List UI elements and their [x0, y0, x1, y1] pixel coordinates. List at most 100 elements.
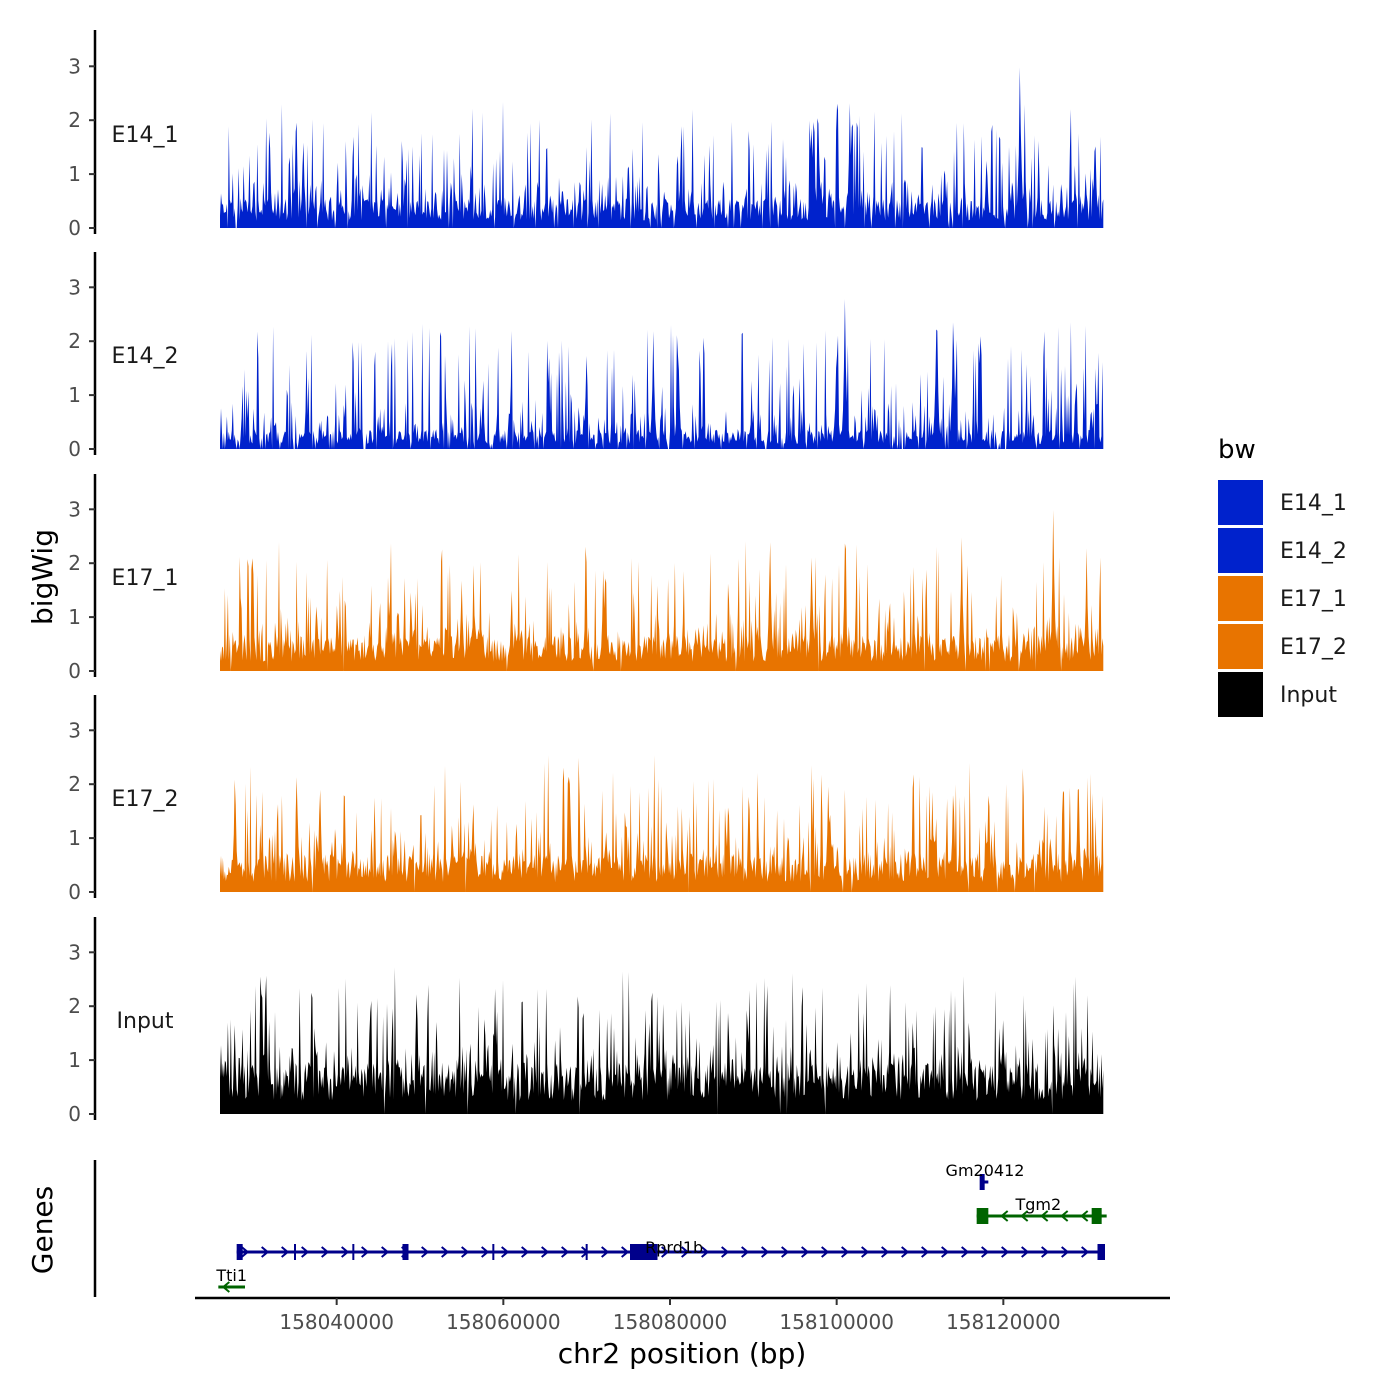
strand-chevron [421, 1246, 430, 1258]
genes-panel: Tti1 Rprd1b Tgm2 Gm20412 [93, 1160, 1107, 1297]
legend-label: E14_2 [1280, 539, 1347, 564]
y-tick-label: 3 [68, 497, 81, 521]
exon [402, 1244, 409, 1260]
track-label: Input [117, 1009, 174, 1034]
strand-chevron [741, 1246, 750, 1258]
legend-label: Input [1280, 683, 1337, 708]
strand-chevron [361, 1246, 370, 1258]
legend-title: bw [1218, 435, 1256, 465]
track-Input: 0 1 2 3 Input [68, 917, 1104, 1126]
signal-area-E17_1 [220, 510, 1104, 671]
strand-chevron [1001, 1246, 1010, 1258]
gene-label: Gm20412 [946, 1161, 1025, 1180]
gene-Gm20412: Gm20412 [946, 1161, 1025, 1190]
legend-swatch-E14_1 [1218, 480, 1263, 525]
track-E14_2: 0 1 2 3 E14_2 [68, 252, 1104, 461]
strand-chevron [521, 1246, 530, 1258]
legend-swatch-Input [1218, 672, 1263, 717]
legend-label: E14_1 [1280, 491, 1347, 516]
track-E14_1: 0 1 2 3 E14_1 [68, 30, 1104, 240]
strand-chevron [881, 1246, 890, 1258]
y-tick-label: 3 [68, 718, 81, 742]
strand-chevron [241, 1246, 250, 1258]
strand-chevron [281, 1246, 290, 1258]
y-tick-label: 1 [68, 605, 81, 629]
signal-area-E14_2 [220, 299, 1104, 449]
strand-chevron [681, 1246, 690, 1258]
signal-area-E14_1 [220, 67, 1104, 228]
legend-label: E17_1 [1280, 587, 1347, 612]
exon [1097, 1244, 1105, 1260]
strand-chevron [1080, 1210, 1089, 1222]
y-tick-label: 2 [68, 551, 81, 575]
strand-chevron [601, 1246, 610, 1258]
signal-area-E17_2 [220, 755, 1104, 892]
y-tick-label: 1 [68, 162, 81, 186]
strand-chevron [781, 1246, 790, 1258]
strand-chevron [481, 1246, 490, 1258]
track-label: E14_1 [112, 123, 179, 148]
y-tick-label: 0 [68, 659, 81, 683]
strand-chevron [561, 1246, 570, 1258]
strand-chevron [821, 1246, 830, 1258]
y-tick-label: 0 [68, 437, 81, 461]
strand-chevron [721, 1246, 730, 1258]
x-axis-title: chr2 position (bp) [558, 1337, 807, 1370]
exon [236, 1244, 243, 1260]
strand-chevron [801, 1246, 810, 1258]
gene-label: Rprd1b [645, 1238, 703, 1257]
strand-chevron [981, 1246, 990, 1258]
strand-chevron [621, 1246, 630, 1258]
strand-chevron [1021, 1246, 1030, 1258]
y-tick-label: 2 [68, 329, 81, 353]
gene-Tgm2: Tgm2 [976, 1195, 1107, 1224]
track-E17_2: 0 1 2 3 E17_2 [68, 695, 1104, 904]
legend-swatch-E17_2 [1218, 624, 1263, 669]
x-tick-label: 158100000 [779, 1310, 894, 1334]
strand-chevron [261, 1246, 270, 1258]
strand-chevron [1061, 1246, 1070, 1258]
strand-chevron [1060, 1210, 1069, 1222]
track-label: E17_1 [112, 566, 179, 591]
x-tick-label: 158040000 [279, 1310, 394, 1334]
strand-chevron [501, 1246, 510, 1258]
signal-area-Input [220, 967, 1104, 1114]
x-tick-label: 158060000 [446, 1310, 561, 1334]
strand-chevron [1000, 1210, 1009, 1222]
y-tick-label: 2 [68, 772, 81, 796]
strand-chevron [1020, 1210, 1029, 1222]
strand-chevron [901, 1246, 910, 1258]
bigwig-tracks: 0 1 2 3 E14_1 0 1 2 3 E14_2 0 1 2 3 E17_1 0 1 2 3 E17_2 0 1 2 3… [68, 30, 1104, 1126]
y-tick-label: 1 [68, 383, 81, 407]
strand-chevron [841, 1246, 850, 1258]
x-axis: 158040000 158060000 158080000 158100000 1581… [195, 1296, 1170, 1334]
exon [1091, 1208, 1102, 1224]
legend: bw E14_1 E14_2 E17_1 E17_2 Input [1218, 435, 1347, 717]
gene-Tti1: Tti1 [215, 1266, 247, 1293]
y-tick-label: 1 [68, 826, 81, 850]
x-tick-label: 158120000 [946, 1310, 1061, 1334]
y-tick-label: 3 [68, 940, 81, 964]
genes-panel-label: Genes [26, 1186, 59, 1274]
strand-chevron [1041, 1246, 1050, 1258]
strand-chevron [441, 1246, 450, 1258]
track-E17_1: 0 1 2 3 E17_1 [68, 474, 1104, 683]
legend-label: E17_2 [1280, 635, 1347, 660]
gene-Rprd1b: Rprd1b [236, 1238, 1105, 1260]
track-label: E17_2 [112, 787, 179, 812]
gene-label: Tgm2 [1014, 1195, 1061, 1214]
track-label: E14_2 [112, 344, 179, 369]
strand-chevron [221, 1281, 230, 1293]
strand-chevron [861, 1246, 870, 1258]
strand-chevron [921, 1246, 930, 1258]
strand-chevron [381, 1246, 390, 1258]
strand-chevron [321, 1246, 330, 1258]
gene-label: Tti1 [215, 1266, 247, 1285]
y-axis-title: bigWig [26, 529, 59, 625]
y-tick-label: 0 [68, 1102, 81, 1126]
strand-chevron [661, 1246, 670, 1258]
strand-chevron [541, 1246, 550, 1258]
strand-chevron [961, 1246, 970, 1258]
y-tick-label: 3 [68, 275, 81, 299]
